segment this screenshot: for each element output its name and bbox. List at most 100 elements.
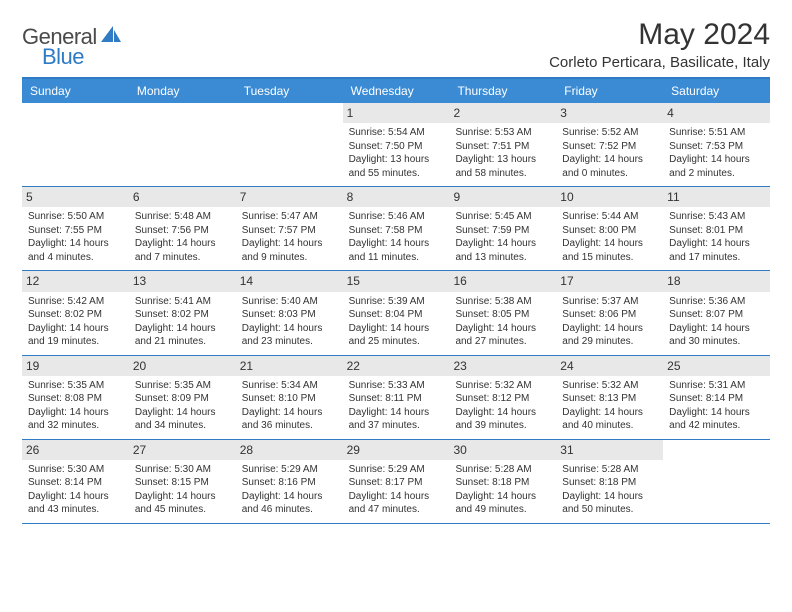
daylight1-text: Daylight: 14 hours (349, 490, 444, 504)
weekday-header-row: SundayMondayTuesdayWednesdayThursdayFrid… (22, 79, 770, 103)
daylight1-text: Daylight: 14 hours (669, 153, 764, 167)
daylight2-text: and 37 minutes. (349, 419, 444, 433)
sunset-text: Sunset: 8:16 PM (242, 476, 337, 490)
day-cell: 29 Sunrise: 5:29 AMSunset: 8:17 PMDayligh… (343, 440, 450, 523)
daylight1-text: Daylight: 14 hours (455, 237, 550, 251)
daylight2-text: and 4 minutes. (28, 251, 123, 265)
day-cell: 31Sunrise: 5:28 AMSunset: 8:18 PMDayligh… (556, 440, 663, 523)
daylight2-text: and 58 minutes. (455, 167, 550, 181)
daylight1-text: Daylight: 13 hours (455, 153, 550, 167)
day-cell: . (236, 103, 343, 186)
sunrise-text: Sunrise: 5:44 AM (562, 210, 657, 224)
day-cell: 9Sunrise: 5:45 AMSunset: 7:59 PMDaylight… (449, 187, 556, 270)
day-cell: 22Sunrise: 5:33 AMSunset: 8:11 PMDayligh… (343, 356, 450, 439)
day-number: 20 (129, 356, 236, 376)
day-cell: 12Sunrise: 5:42 AMSunset: 8:02 PMDayligh… (22, 271, 129, 354)
sunset-text: Sunset: 7:50 PM (349, 140, 444, 154)
sunset-text: Sunset: 8:02 PM (28, 308, 123, 322)
sunset-text: Sunset: 8:13 PM (562, 392, 657, 406)
daylight1-text: Daylight: 14 hours (242, 490, 337, 504)
daylight2-text: and 47 minutes. (349, 503, 444, 517)
daylight2-text: and 43 minutes. (28, 503, 123, 517)
sunrise-text: Sunrise: 5:43 AM (669, 210, 764, 224)
sunrise-text: Sunrise: 5:30 AM (28, 463, 123, 477)
day-cell: 13Sunrise: 5:41 AMSunset: 8:02 PMDayligh… (129, 271, 236, 354)
sunset-text: Sunset: 7:57 PM (242, 224, 337, 238)
day-number: 29 (343, 440, 450, 460)
weekday-header: Friday (556, 79, 663, 103)
day-number: 21 (236, 356, 343, 376)
sunrise-text: Sunrise: 5:47 AM (242, 210, 337, 224)
logo-text-2: Blue (42, 44, 84, 70)
sunset-text: Sunset: 8:10 PM (242, 392, 337, 406)
day-cell: 4Sunrise: 5:51 AMSunset: 7:53 PMDaylight… (663, 103, 770, 186)
sunrise-text: Sunrise: 5:37 AM (562, 295, 657, 309)
daylight1-text: Daylight: 14 hours (562, 490, 657, 504)
week-row: 12Sunrise: 5:42 AMSunset: 8:02 PMDayligh… (22, 271, 770, 355)
day-number: 6 (129, 187, 236, 207)
sunrise-text: Sunrise: 5:28 AM (562, 463, 657, 477)
daylight2-text: and 9 minutes. (242, 251, 337, 265)
day-cell: 14Sunrise: 5:40 AMSunset: 8:03 PMDayligh… (236, 271, 343, 354)
day-cell: 21 Sunrise: 5:34 AMSunset: 8:10 PMDayligh… (236, 356, 343, 439)
sunrise-text: Sunrise: 5:38 AM (455, 295, 550, 309)
daylight1-text: Daylight: 14 hours (28, 322, 123, 336)
week-row: 5Sunrise: 5:50 AMSunset: 7:55 PMDaylight… (22, 187, 770, 271)
day-cell: 16Sunrise: 5:38 AMSunset: 8:05 PMDayligh… (449, 271, 556, 354)
daylight2-text: and 39 minutes. (455, 419, 550, 433)
day-cell: 7Sunrise: 5:47 AMSunset: 7:57 PMDaylight… (236, 187, 343, 270)
day-cell: 25Sunrise: 5:31 AMSunset: 8:14 PMDayligh… (663, 356, 770, 439)
daylight2-text: and 23 minutes. (242, 335, 337, 349)
daylight2-text: and 55 minutes. (349, 167, 444, 181)
daylight1-text: Daylight: 14 hours (242, 237, 337, 251)
sunset-text: Sunset: 7:56 PM (135, 224, 230, 238)
sunrise-text: Sunrise: 5:32 AM (562, 379, 657, 393)
logo: General Blue (22, 18, 121, 50)
sunrise-text: Sunrise: 5:46 AM (349, 210, 444, 224)
sunrise-text: Sunrise: 5:34 AM (242, 379, 337, 393)
day-cell: 20Sunrise: 5:35 AMSunset: 8:09 PMDayligh… (129, 356, 236, 439)
logo-sail-icon (101, 26, 121, 49)
sunrise-text: Sunrise: 5:45 AM (455, 210, 550, 224)
sunrise-text: Sunrise: 5:28 AM (455, 463, 550, 477)
day-cell: 28Sunrise: 5:29 AMSunset: 8:16 PMDayligh… (236, 440, 343, 523)
sunset-text: Sunset: 7:52 PM (562, 140, 657, 154)
day-cell: 3Sunrise: 5:52 AMSunset: 7:52 PMDaylight… (556, 103, 663, 186)
day-number: 24 (556, 356, 663, 376)
daylight2-text: and 21 minutes. (135, 335, 230, 349)
day-number: 11 (663, 187, 770, 207)
daylight1-text: Daylight: 14 hours (455, 490, 550, 504)
month-title: May 2024 (549, 18, 770, 52)
daylight1-text: Daylight: 14 hours (28, 237, 123, 251)
sunset-text: Sunset: 7:53 PM (669, 140, 764, 154)
sunrise-text: Sunrise: 5:39 AM (349, 295, 444, 309)
sunrise-text: Sunrise: 5:29 AM (349, 463, 444, 477)
sunset-text: Sunset: 8:03 PM (242, 308, 337, 322)
daylight2-text: and 32 minutes. (28, 419, 123, 433)
daylight2-text: and 17 minutes. (669, 251, 764, 265)
sunset-text: Sunset: 7:59 PM (455, 224, 550, 238)
daylight1-text: Daylight: 14 hours (349, 322, 444, 336)
sunrise-text: Sunrise: 5:35 AM (28, 379, 123, 393)
day-cell: 8Sunrise: 5:46 AMSunset: 7:58 PMDaylight… (343, 187, 450, 270)
sunset-text: Sunset: 7:58 PM (349, 224, 444, 238)
daylight1-text: Daylight: 14 hours (242, 406, 337, 420)
week-row: ...1Sunrise: 5:54 AMSunset: 7:50 PMDayli… (22, 103, 770, 187)
day-cell: 30Sunrise: 5:28 AMSunset: 8:18 PMDayligh… (449, 440, 556, 523)
sunset-text: Sunset: 8:17 PM (349, 476, 444, 490)
daylight2-text: and 42 minutes. (669, 419, 764, 433)
daylight2-text: and 46 minutes. (242, 503, 337, 517)
sunset-text: Sunset: 8:11 PM (349, 392, 444, 406)
daylight1-text: Daylight: 14 hours (562, 153, 657, 167)
daylight1-text: Daylight: 14 hours (28, 406, 123, 420)
daylight2-text: and 49 minutes. (455, 503, 550, 517)
sunrise-text: Sunrise: 5:52 AM (562, 126, 657, 140)
weeks-container: ...1Sunrise: 5:54 AMSunset: 7:50 PMDayli… (22, 103, 770, 524)
day-cell: 15Sunrise: 5:39 AMSunset: 8:04 PMDayligh… (343, 271, 450, 354)
daylight2-text: and 2 minutes. (669, 167, 764, 181)
sunset-text: Sunset: 8:12 PM (455, 392, 550, 406)
daylight1-text: Daylight: 14 hours (135, 406, 230, 420)
sunrise-text: Sunrise: 5:40 AM (242, 295, 337, 309)
sunset-text: Sunset: 8:00 PM (562, 224, 657, 238)
daylight1-text: Daylight: 14 hours (669, 322, 764, 336)
